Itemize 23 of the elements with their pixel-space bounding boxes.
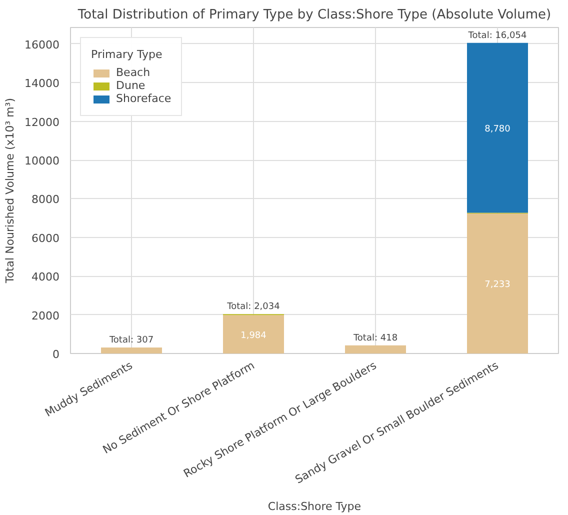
- y-tick-label: 0: [52, 348, 60, 361]
- y-tick-label: 16000: [24, 38, 60, 52]
- y-tick-label: 6000: [32, 232, 60, 245]
- y-tick-label: 14000: [24, 77, 60, 90]
- y-tick-label: 12000: [24, 116, 60, 129]
- total-label: Total: 418: [352, 333, 398, 344]
- y-tick-label: 8000: [32, 193, 60, 206]
- legend-label: Shoreface: [116, 92, 172, 105]
- total-label: Total: 2,034: [226, 302, 280, 312]
- y-axis-title: Total Nourished Volume (x10³ m³): [4, 98, 17, 284]
- total-label: Total: 16,054: [467, 30, 527, 41]
- legend-label: Dune: [116, 79, 146, 92]
- y-tick-label: 4000: [32, 270, 60, 284]
- chart-title: Total Distribution of Primary Type by Class:Shore Type (Absolute Volume): [76, 8, 552, 22]
- data-label: 8,780: [484, 124, 511, 134]
- x-axis-title: Class:Shore Type: [268, 500, 362, 513]
- y-tick-label: 2000: [32, 309, 60, 322]
- total-label: Total: 307: [108, 336, 154, 346]
- data-label: 1,984: [240, 330, 267, 341]
- y-tick-label: 10000: [24, 154, 60, 168]
- legend-title: Primary Type: [91, 48, 164, 61]
- legend-label: Beach: [116, 66, 150, 79]
- data-label: 7,233: [484, 280, 510, 290]
